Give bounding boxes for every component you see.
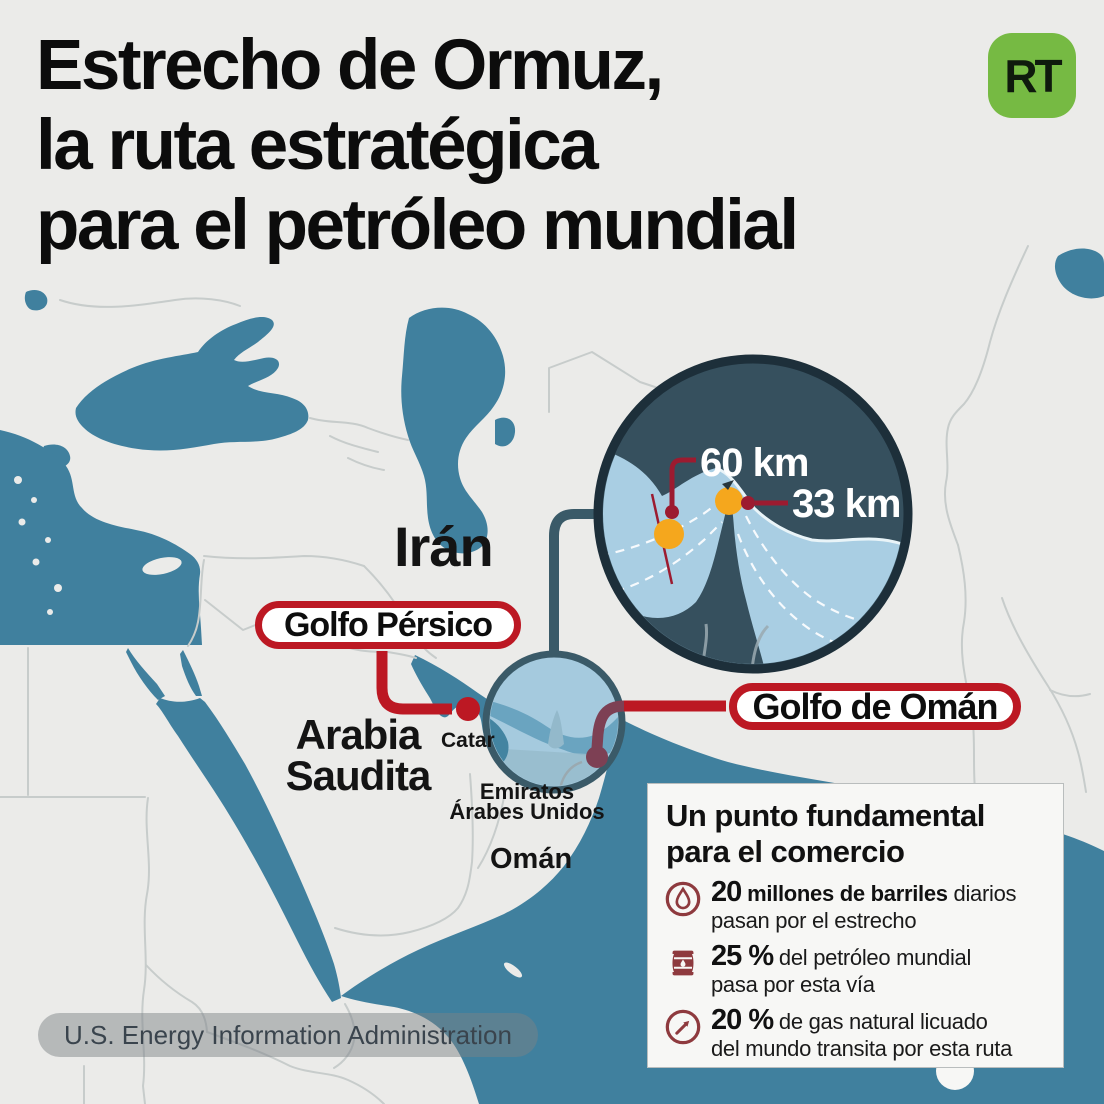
country-label-iran: Irán [394, 515, 494, 578]
strait-inset-circle: 60 km 33 km [593, 354, 913, 674]
callout-gulf-of-oman: Golfo de Omán [729, 683, 1021, 730]
aral-sea-shape [1054, 248, 1104, 299]
bullet-text: 25 % del petróleo mundial pasa por esta … [711, 940, 972, 998]
distance-60km-label: 60 km [700, 441, 808, 485]
source-attribution: U.S. Energy Information Administration [38, 1013, 538, 1057]
oil-barrel-icon [664, 944, 702, 982]
bullet-world-oil: 25 % del petróleo mundial pasa por esta … [664, 940, 1053, 998]
callout-connectors [376, 651, 726, 768]
rt-logo: RT [988, 33, 1076, 118]
masirah-island [503, 962, 523, 978]
infobox-heading: Un punto fundamental para el comercio [666, 798, 985, 869]
caspian-sea-shape [401, 307, 506, 554]
strait-point-east [715, 487, 743, 515]
ship-marker [722, 480, 734, 490]
distance-33km-label: 33 km [792, 482, 900, 526]
bullet-text: 20 % de gas natural licuado del mundo tr… [711, 1004, 1013, 1062]
country-label-qatar: Catar [441, 729, 495, 752]
land-details [14, 476, 523, 978]
cyprus-island [142, 557, 182, 575]
country-label-uae: Emiratos Árabes Unidos [449, 779, 605, 824]
oil-drop-icon [664, 880, 702, 918]
bullet-oil-barrels: 20 millones de barriles diarios pasan po… [664, 876, 1053, 934]
rt-logo-text: RT [1004, 49, 1062, 102]
black-sea-shape [75, 317, 309, 451]
qatar-peninsula [443, 710, 471, 762]
bullet-natural-gas: 20 % de gas natural licuado del mundo tr… [664, 1004, 1053, 1062]
page-title: Estrecho de Ormuz, la ruta estratégica p… [36, 26, 1056, 266]
title-line-2: la ruta estratégica [36, 106, 599, 185]
bullet-text: 20 millones de barriles diarios pasan po… [711, 876, 1017, 934]
strait-point-west [654, 519, 684, 549]
title-line-1: Estrecho de Ormuz, [36, 26, 664, 105]
trade-facts-box: Un punto fundamental para el comercio 20… [647, 783, 1064, 1068]
country-label-oman: Omán [490, 843, 573, 875]
persian-gulf-shape [411, 655, 588, 747]
callout-persian-gulf: Golfo Pérsico [255, 601, 521, 649]
mediterranean-shape [0, 430, 202, 645]
red-sea-shape [156, 698, 341, 1002]
magnifier-link-line [549, 509, 600, 652]
gauge-icon [664, 1008, 702, 1046]
country-label-saudi-arabia: Arabia Saudita [285, 711, 432, 799]
title-line-3: para el petróleo mundial [36, 186, 799, 265]
